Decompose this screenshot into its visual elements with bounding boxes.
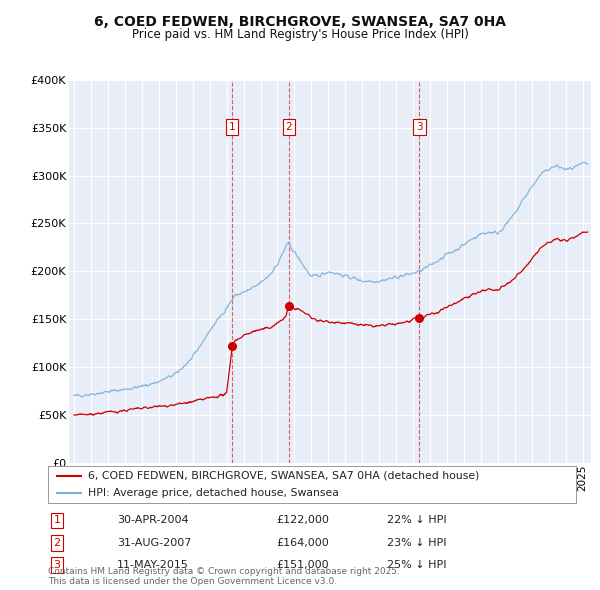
Text: 3: 3	[416, 122, 422, 132]
Text: 1: 1	[229, 122, 236, 132]
Text: Contains HM Land Registry data © Crown copyright and database right 2025.
This d: Contains HM Land Registry data © Crown c…	[48, 567, 400, 586]
Text: £164,000: £164,000	[276, 538, 329, 548]
Text: 6, COED FEDWEN, BIRCHGROVE, SWANSEA, SA7 0HA: 6, COED FEDWEN, BIRCHGROVE, SWANSEA, SA7…	[94, 15, 506, 29]
Text: 11-MAY-2015: 11-MAY-2015	[117, 560, 189, 570]
Text: 2: 2	[53, 538, 61, 548]
Text: 23% ↓ HPI: 23% ↓ HPI	[387, 538, 446, 548]
Text: 25% ↓ HPI: 25% ↓ HPI	[387, 560, 446, 570]
Text: £151,000: £151,000	[276, 560, 329, 570]
Text: 3: 3	[53, 560, 61, 570]
Text: 31-AUG-2007: 31-AUG-2007	[117, 538, 191, 548]
Text: 2: 2	[286, 122, 292, 132]
Text: £122,000: £122,000	[276, 516, 329, 525]
Text: 30-APR-2004: 30-APR-2004	[117, 516, 188, 525]
Text: HPI: Average price, detached house, Swansea: HPI: Average price, detached house, Swan…	[88, 488, 338, 498]
Text: 22% ↓ HPI: 22% ↓ HPI	[387, 516, 446, 525]
Text: 6, COED FEDWEN, BIRCHGROVE, SWANSEA, SA7 0HA (detached house): 6, COED FEDWEN, BIRCHGROVE, SWANSEA, SA7…	[88, 471, 479, 481]
Text: Price paid vs. HM Land Registry's House Price Index (HPI): Price paid vs. HM Land Registry's House …	[131, 28, 469, 41]
Text: 1: 1	[53, 516, 61, 525]
